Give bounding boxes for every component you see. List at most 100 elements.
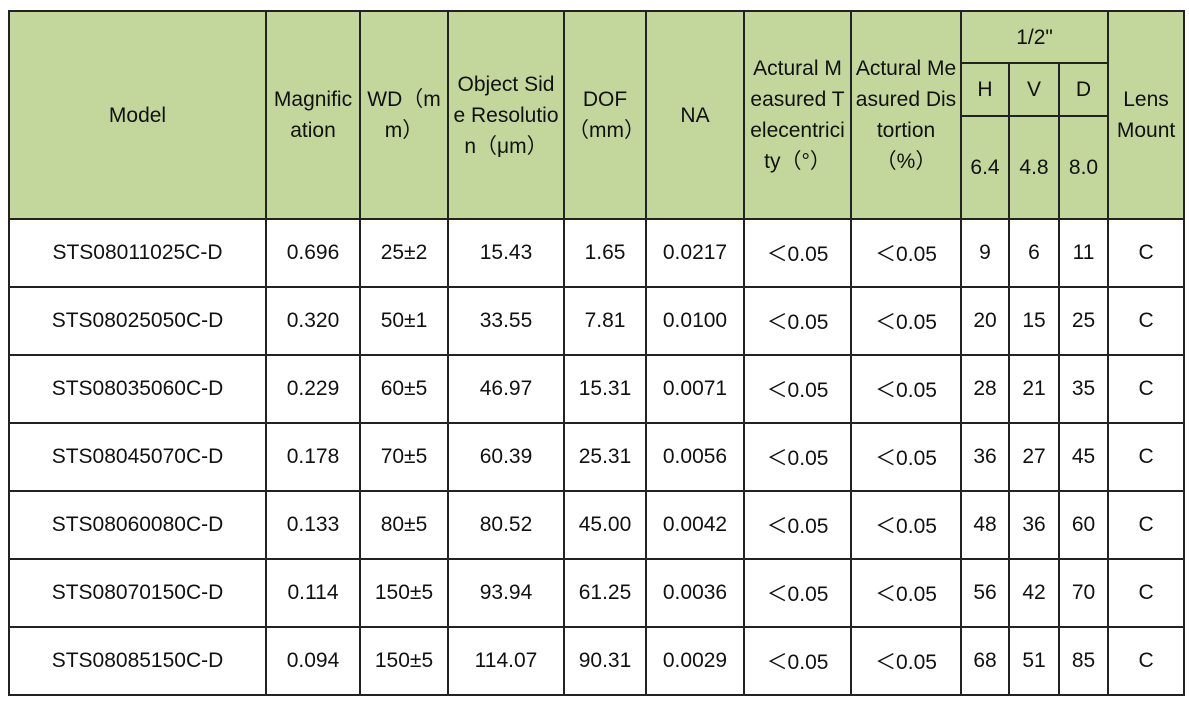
value-cell: 36 — [960, 422, 1010, 492]
value-cell: C — [1107, 558, 1186, 628]
value-cell: 15 — [1008, 286, 1060, 356]
value-cell: ＜0.05 — [743, 422, 852, 492]
value-cell: C — [1107, 626, 1186, 696]
spec-table-container: Model Magnification WD（mm） Object Side Reso… — [8, 10, 1186, 696]
column-header: DOF（mm） — [563, 10, 647, 220]
value-cell: 60 — [1057, 490, 1110, 560]
column-header: Lens Mount — [1107, 10, 1186, 220]
column-header: Object Side Resolution（μm） — [447, 10, 565, 220]
value-cell: C — [1107, 218, 1186, 288]
value-cell: ＜0.05 — [850, 558, 962, 628]
value-cell: 42 — [1008, 558, 1060, 628]
value-cell: 0.178 — [265, 422, 361, 492]
value-cell: ＜0.05 — [743, 286, 852, 356]
value-cell: ＜0.05 — [743, 218, 852, 288]
value-cell: ＜0.05 — [850, 354, 962, 424]
value-cell: 90.31 — [563, 626, 647, 696]
value-cell: C — [1107, 354, 1186, 424]
column-header: Actural Measured Distortion（%） — [850, 10, 962, 220]
value-cell: 0.114 — [265, 558, 361, 628]
value-cell: 0.0042 — [645, 490, 745, 560]
value-cell: 0.0036 — [645, 558, 745, 628]
value-cell: 25.31 — [563, 422, 647, 492]
value-cell: 68 — [960, 626, 1010, 696]
value-cell: 21 — [1008, 354, 1060, 424]
value-cell: 45 — [1057, 422, 1110, 492]
value-cell: 35 — [1057, 354, 1110, 424]
value-cell: 7.81 — [563, 286, 647, 356]
value-cell: 33.55 — [447, 286, 565, 356]
value-cell: 25 — [1057, 286, 1110, 356]
value-cell: 0.0217 — [645, 218, 745, 288]
value-cell: ＜0.05 — [743, 490, 852, 560]
value-cell: 15.43 — [447, 218, 565, 288]
value-cell: 80.52 — [447, 490, 565, 560]
value-cell: 25±2 — [359, 218, 449, 288]
value-cell: 150±5 — [359, 626, 449, 696]
column-header: NA — [645, 10, 745, 220]
table-row: STS08035060C-D 0.229 60±5 46.97 15.31 0.0071 ＜… — [8, 354, 1186, 424]
value-cell: 85 — [1057, 626, 1110, 696]
sensor-size: 6.4 — [960, 115, 1010, 220]
table-row: STS08045070C-D 0.178 70±5 60.39 25.31 0.0056 ＜… — [8, 422, 1186, 492]
column-header: Actural Measured Telecentricity（°） — [743, 10, 852, 220]
table-body: STS08011025C-D 0.696 25±2 15.43 1.65 0.0217 ＜0… — [8, 218, 1186, 696]
value-cell: 0.133 — [265, 490, 361, 560]
model-cell: STS08045070C-D — [8, 422, 267, 492]
table-header: Model Magnification WD（mm） Object Side Reso… — [8, 10, 1186, 220]
model-cell: STS08060080C-D — [8, 490, 267, 560]
value-cell: 0.0100 — [645, 286, 745, 356]
value-cell: ＜0.05 — [850, 286, 962, 356]
value-cell: 60.39 — [447, 422, 565, 492]
sensor-axis: D — [1057, 62, 1110, 117]
value-cell: 45.00 — [563, 490, 647, 560]
sensor-axis: V — [1008, 62, 1060, 117]
value-cell: 93.94 — [447, 558, 565, 628]
table-row: STS08070150C-D 0.114 150±5 93.94 61.25 0.0036… — [8, 558, 1186, 628]
value-cell: 28 — [960, 354, 1010, 424]
value-cell: 15.31 — [563, 354, 647, 424]
value-cell: C — [1107, 490, 1186, 560]
value-cell: ＜0.05 — [850, 422, 962, 492]
column-header: WD（mm） — [359, 10, 449, 220]
model-cell: STS08085150C-D — [8, 626, 267, 696]
value-cell: ＜0.05 — [850, 626, 962, 696]
value-cell: 70±5 — [359, 422, 449, 492]
spec-table: Model Magnification WD（mm） Object Side Reso… — [8, 10, 1186, 696]
value-cell: 70 — [1057, 558, 1110, 628]
value-cell: 50±1 — [359, 286, 449, 356]
value-cell: 1.65 — [563, 218, 647, 288]
sensor-size: 4.8 — [1008, 115, 1060, 220]
value-cell: 6 — [1008, 218, 1060, 288]
model-cell: STS08070150C-D — [8, 558, 267, 628]
value-cell: 36 — [1008, 490, 1060, 560]
value-cell: 0.320 — [265, 286, 361, 356]
value-cell: 0.0056 — [645, 422, 745, 492]
table-row: STS08011025C-D 0.696 25±2 15.43 1.65 0.0217 ＜0… — [8, 218, 1186, 288]
value-cell: ＜0.05 — [743, 626, 852, 696]
value-cell: 0.229 — [265, 354, 361, 424]
value-cell: 11 — [1057, 218, 1110, 288]
model-cell: STS08035060C-D — [8, 354, 267, 424]
table-row: STS08060080C-D 0.133 80±5 80.52 45.00 0.0042 ＜… — [8, 490, 1186, 560]
value-cell: C — [1107, 422, 1186, 492]
value-cell: 0.696 — [265, 218, 361, 288]
model-cell: STS08011025C-D — [8, 218, 267, 288]
sensor-axis: H — [960, 62, 1010, 117]
value-cell: 27 — [1008, 422, 1060, 492]
value-cell: 9 — [960, 218, 1010, 288]
value-cell: 60±5 — [359, 354, 449, 424]
value-cell: 61.25 — [563, 558, 647, 628]
value-cell: ＜0.05 — [850, 490, 962, 560]
value-cell: 80±5 — [359, 490, 449, 560]
value-cell: 150±5 — [359, 558, 449, 628]
value-cell: 46.97 — [447, 354, 565, 424]
sensor-size: 8.0 — [1057, 115, 1110, 220]
value-cell: 0.094 — [265, 626, 361, 696]
column-header: Magnification — [265, 10, 361, 220]
value-cell: 48 — [960, 490, 1010, 560]
value-cell: 51 — [1008, 626, 1060, 696]
value-cell: 0.0029 — [645, 626, 745, 696]
value-cell: 0.0071 — [645, 354, 745, 424]
value-cell: 56 — [960, 558, 1010, 628]
